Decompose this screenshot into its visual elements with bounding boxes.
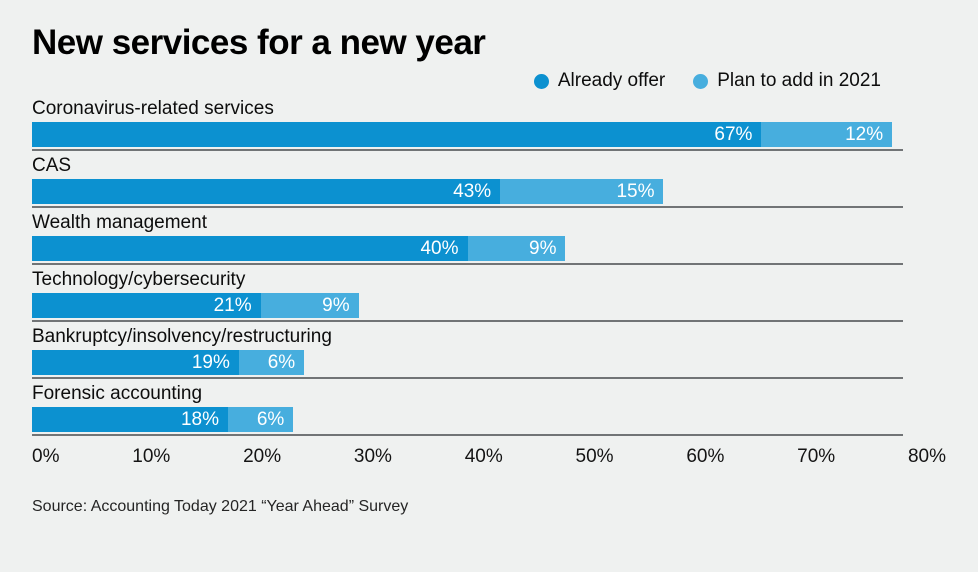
bar-value-label: 40%	[420, 237, 459, 259]
legend-dot-already-offer-icon	[533, 73, 549, 89]
row-divider-line	[32, 320, 903, 322]
bar-row-label: Bankruptcy/insolvency/restructuring	[32, 326, 332, 347]
bar-segment: 18%	[32, 407, 228, 432]
bar-segment: 67%	[32, 122, 762, 147]
bar-track: 21% 9%	[32, 293, 903, 318]
x-axis-tick-label: 0%	[32, 446, 60, 467]
bar-row: CAS 43% 15%	[32, 155, 946, 208]
row-divider-line	[32, 434, 903, 436]
x-axis-tick-label: 50%	[575, 446, 614, 467]
bar-value-label: 15%	[616, 180, 655, 202]
row-divider-line	[32, 206, 903, 208]
bar-value-label: 6%	[256, 408, 285, 430]
bar-value-label: 43%	[453, 180, 492, 202]
bar-value-label: 19%	[191, 351, 230, 373]
bar-row: Technology/cybersecurity 21% 9%	[32, 269, 946, 322]
bar-value-label: 18%	[180, 408, 219, 430]
chart-page: New services for a new year Already offe…	[0, 22, 978, 516]
bar-track: 18% 6%	[32, 407, 903, 432]
bar-row-label: CAS	[32, 155, 72, 176]
source-note: Source: Accounting Today 2021 “Year Ahea…	[32, 498, 409, 515]
bar-segment: 6%	[238, 350, 305, 375]
bar-segment: 43%	[32, 179, 501, 204]
bar-row: Bankruptcy/insolvency/restructuring 19% 6%	[32, 326, 946, 379]
bar-value-label: 9%	[529, 237, 557, 259]
bar-value-label: 67%	[714, 123, 753, 145]
bar-value-label: 21%	[213, 294, 252, 316]
legend-dot-plan-to-add-icon	[693, 73, 709, 89]
bar-row: Forensic accounting 18% 6%	[32, 383, 946, 436]
bar-track: 19% 6%	[32, 350, 903, 375]
x-axis: 0% 10% 20% 30% 40% 50% 60% 70% 80%	[32, 446, 946, 468]
bar-segment: 40%	[32, 236, 468, 261]
bar-chart: Coronavirus-related services 67% 12% CAS 43%…	[32, 98, 946, 436]
x-axis-tick-label: 40%	[464, 446, 503, 467]
bar-row-label: Technology/cybersecurity	[32, 269, 246, 290]
row-divider-line	[32, 149, 903, 151]
chart-title: New services for a new year	[32, 23, 486, 62]
x-axis-tick-label: 60%	[686, 446, 725, 467]
bar-segment: 15%	[500, 179, 664, 204]
x-axis-tick-label: 70%	[797, 446, 836, 467]
legend-label-plan-to-add: Plan to add in 2021	[717, 70, 881, 91]
legend-item-already-offer: Already offer	[533, 70, 666, 92]
bar-segment: 19%	[32, 350, 239, 375]
bar-value-label: 12%	[845, 123, 884, 145]
bar-segment: 21%	[32, 293, 261, 318]
row-divider-line	[32, 263, 903, 265]
bar-row-label: Forensic accounting	[32, 383, 203, 404]
row-divider-line	[32, 377, 903, 379]
x-axis-tick-label: 30%	[353, 446, 392, 467]
bar-track: 43% 15%	[32, 179, 903, 204]
x-axis-tick-label: 20%	[243, 446, 282, 467]
bar-segment: 9%	[260, 293, 359, 318]
bar-track: 40% 9%	[32, 236, 903, 261]
legend-item-plan-to-add: Plan to add in 2021	[693, 70, 881, 92]
bar-row-label: Coronavirus-related services	[32, 98, 274, 119]
bar-track: 67% 12%	[32, 122, 903, 147]
x-axis-tick-label: 10%	[132, 446, 171, 467]
bar-row: Wealth management 40% 9%	[32, 212, 946, 265]
bar-segment: 12%	[761, 122, 893, 147]
bar-row: Coronavirus-related services 67% 12%	[32, 98, 946, 151]
legend: Already offer Plan to add in 2021	[32, 70, 903, 92]
bar-value-label: 6%	[267, 351, 296, 373]
legend-label-already-offer: Already offer	[557, 70, 666, 91]
bar-row-label: Wealth management	[32, 212, 207, 233]
bar-value-label: 9%	[322, 294, 350, 316]
bar-segment: 6%	[227, 407, 294, 432]
bar-segment: 9%	[467, 236, 566, 261]
x-axis-tick-label: 80%	[907, 446, 946, 467]
